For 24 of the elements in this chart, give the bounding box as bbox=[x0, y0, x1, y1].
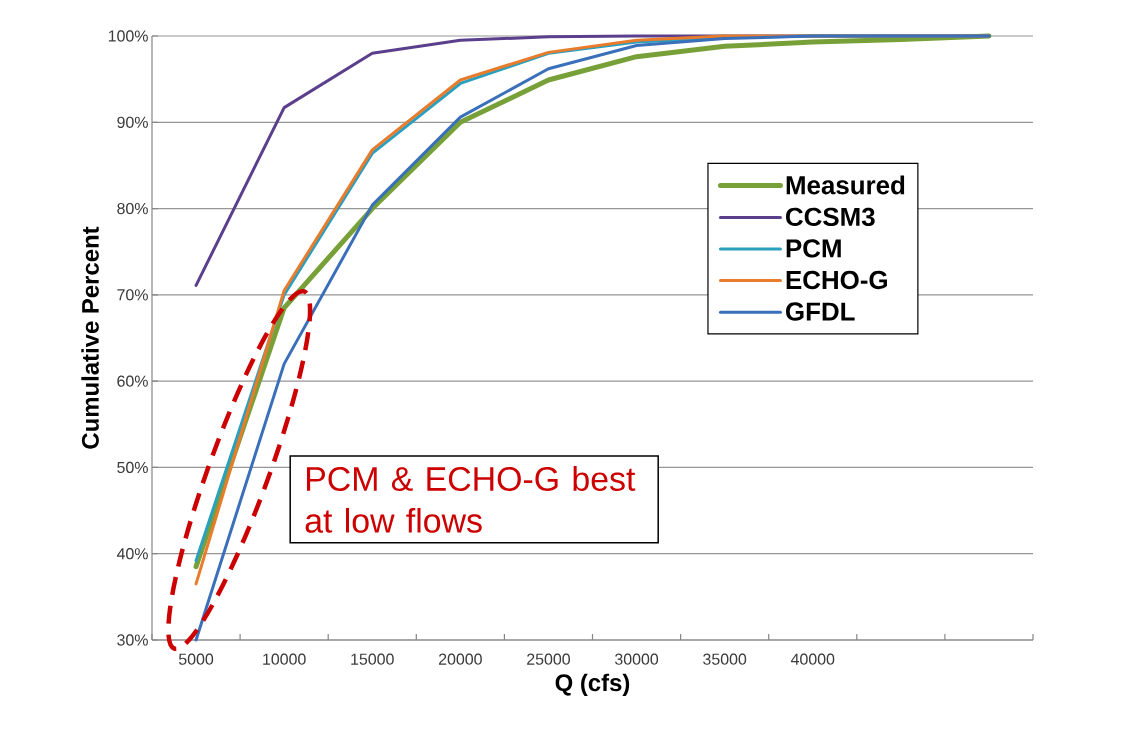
x-tick-label: 35000 bbox=[703, 653, 747, 665]
x-tick-label: 5000 bbox=[178, 653, 214, 665]
legend-label: Measured bbox=[786, 175, 905, 195]
legend-label: PCM bbox=[786, 239, 841, 258]
x-tick-label: 25000 bbox=[527, 653, 570, 665]
y-tick-label: 30% bbox=[117, 634, 148, 646]
y-tick-label: 90% bbox=[117, 116, 148, 128]
x-axis-title: Q (cfs) bbox=[555, 673, 630, 696]
x-tick-label: 20000 bbox=[438, 653, 482, 665]
y-tick-label: 70% bbox=[117, 289, 148, 301]
x-tick-label: 30000 bbox=[615, 653, 659, 665]
y-tick-label: 60% bbox=[117, 375, 148, 387]
legend-label: CCSM3 bbox=[786, 207, 875, 227]
y-tick-label: 50% bbox=[117, 461, 148, 474]
legend-label: ECHO-G bbox=[786, 270, 887, 290]
y-tick-label: 80% bbox=[117, 202, 148, 215]
x-tick-label: 40000 bbox=[790, 653, 835, 665]
legend-label: GFDL bbox=[786, 302, 855, 321]
x-tick-label: 15000 bbox=[351, 653, 394, 665]
y-tick-label: 100% bbox=[108, 30, 148, 42]
y-axis-title: Cumulative Percent bbox=[81, 226, 99, 449]
x-tick-label: 10000 bbox=[263, 653, 306, 665]
annotation: PCM & ECHO-G best at low flows bbox=[305, 466, 636, 533]
y-tick-label: 40% bbox=[116, 548, 148, 560]
